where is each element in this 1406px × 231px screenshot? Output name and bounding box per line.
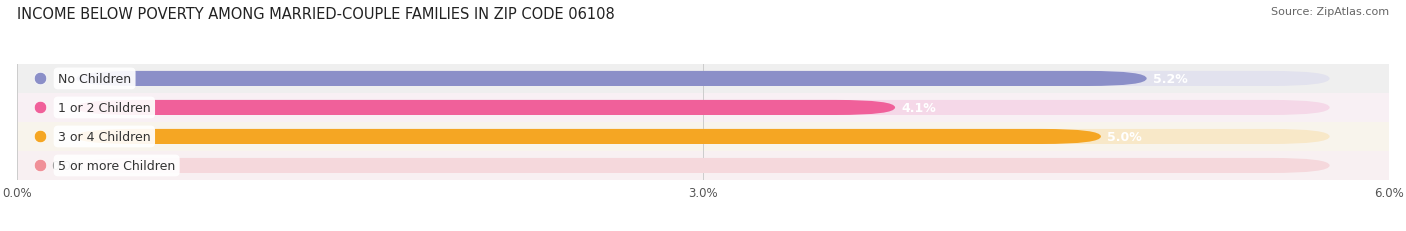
FancyBboxPatch shape (76, 72, 1147, 87)
Text: 3 or 4 Children: 3 or 4 Children (58, 130, 150, 143)
FancyBboxPatch shape (76, 129, 1101, 144)
Text: No Children: No Children (58, 73, 131, 86)
Text: 4.1%: 4.1% (901, 101, 936, 115)
Text: INCOME BELOW POVERTY AMONG MARRIED-COUPLE FAMILIES IN ZIP CODE 06108: INCOME BELOW POVERTY AMONG MARRIED-COUPL… (17, 7, 614, 22)
Bar (17, 94, 1389, 122)
Text: 5.0%: 5.0% (1108, 130, 1142, 143)
Text: 5 or more Children: 5 or more Children (58, 159, 176, 172)
Bar (17, 122, 1389, 151)
FancyBboxPatch shape (76, 72, 1330, 87)
Bar (17, 65, 1389, 94)
FancyBboxPatch shape (76, 100, 896, 116)
Text: Source: ZipAtlas.com: Source: ZipAtlas.com (1271, 7, 1389, 17)
FancyBboxPatch shape (76, 158, 1330, 173)
FancyBboxPatch shape (76, 100, 1330, 116)
FancyBboxPatch shape (76, 129, 1330, 144)
Text: 5.2%: 5.2% (1153, 73, 1188, 86)
Text: 0.0%: 0.0% (51, 159, 83, 172)
Text: 1 or 2 Children: 1 or 2 Children (58, 101, 150, 115)
Bar (17, 151, 1389, 180)
